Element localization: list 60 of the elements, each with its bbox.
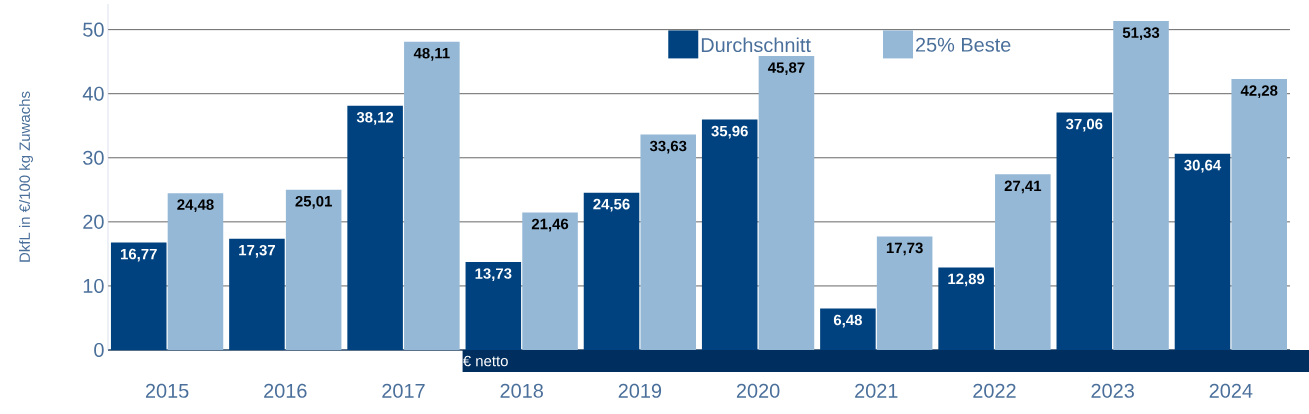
x-tick-label: 2020 bbox=[736, 383, 780, 398]
bar bbox=[285, 189, 342, 350]
bar bbox=[404, 41, 460, 350]
data-label: 48,11 bbox=[413, 47, 450, 61]
x-tick-label: 2023 bbox=[1091, 383, 1134, 398]
data-label: 13,73 bbox=[475, 268, 512, 281]
x-tick-label: 2018 bbox=[500, 383, 543, 398]
bar bbox=[995, 174, 1051, 350]
data-label: 6,48 bbox=[833, 314, 862, 328]
data-label: 30,64 bbox=[1184, 159, 1222, 173]
data-label: 25,01 bbox=[295, 195, 332, 209]
data-label: 17,73 bbox=[886, 242, 923, 256]
data-label: 42,28 bbox=[1240, 85, 1278, 99]
data-label: 33,63 bbox=[649, 140, 687, 154]
y-tick-label: 50 bbox=[83, 22, 104, 37]
data-label: 45,87 bbox=[767, 62, 805, 76]
y-tick-label: 40 bbox=[82, 86, 104, 101]
bar bbox=[640, 134, 697, 350]
data-label: 38,12 bbox=[356, 111, 394, 125]
x-tick-label: 2016 bbox=[264, 383, 307, 398]
bar bbox=[1174, 153, 1231, 350]
bar bbox=[938, 267, 994, 350]
data-label: 21,46 bbox=[531, 218, 569, 232]
bar bbox=[347, 105, 403, 350]
x-tick-label: 2015 bbox=[145, 383, 189, 398]
bar bbox=[820, 308, 876, 350]
data-label: 35,96 bbox=[711, 125, 748, 139]
bar bbox=[465, 262, 522, 350]
y-axis-title: DkfL in €/100 kg Zuwachs bbox=[19, 91, 33, 262]
y-tick-label: 0 bbox=[94, 342, 104, 358]
bar bbox=[758, 56, 815, 350]
x-tick-label: 2019 bbox=[618, 383, 662, 398]
x-tick-label: 2024 bbox=[1209, 383, 1253, 398]
legend-label: Durchschnitt bbox=[701, 37, 811, 53]
data-label: 27,41 bbox=[1004, 180, 1042, 194]
data-label: 37,06 bbox=[1065, 118, 1103, 132]
bar bbox=[1231, 79, 1287, 350]
y-tick-label: 10 bbox=[83, 278, 104, 293]
bar bbox=[229, 238, 285, 350]
bar bbox=[522, 212, 578, 350]
data-label: 24,48 bbox=[177, 199, 214, 213]
data-label: 51,33 bbox=[1122, 27, 1160, 41]
bar bbox=[110, 242, 167, 350]
data-label: 17,37 bbox=[239, 244, 275, 258]
text: € netto bbox=[462, 355, 508, 367]
x-tick-label: 2021 bbox=[855, 383, 898, 398]
data-label: 24,56 bbox=[593, 198, 630, 212]
bar bbox=[1113, 21, 1169, 350]
bar bbox=[167, 193, 224, 350]
bar bbox=[1056, 112, 1113, 350]
bar bbox=[876, 236, 933, 350]
x-tick-label: 2017 bbox=[382, 383, 425, 398]
x-tick-label: 2022 bbox=[973, 383, 1016, 398]
legend-label: 25% Beste bbox=[915, 37, 1011, 52]
data-label: 16,77 bbox=[120, 248, 157, 262]
data-label: 12,89 bbox=[948, 273, 985, 287]
bar bbox=[583, 192, 640, 350]
y-tick-label: 20 bbox=[83, 214, 104, 229]
bar bbox=[701, 119, 758, 350]
y-tick-label: 30 bbox=[83, 150, 104, 165]
